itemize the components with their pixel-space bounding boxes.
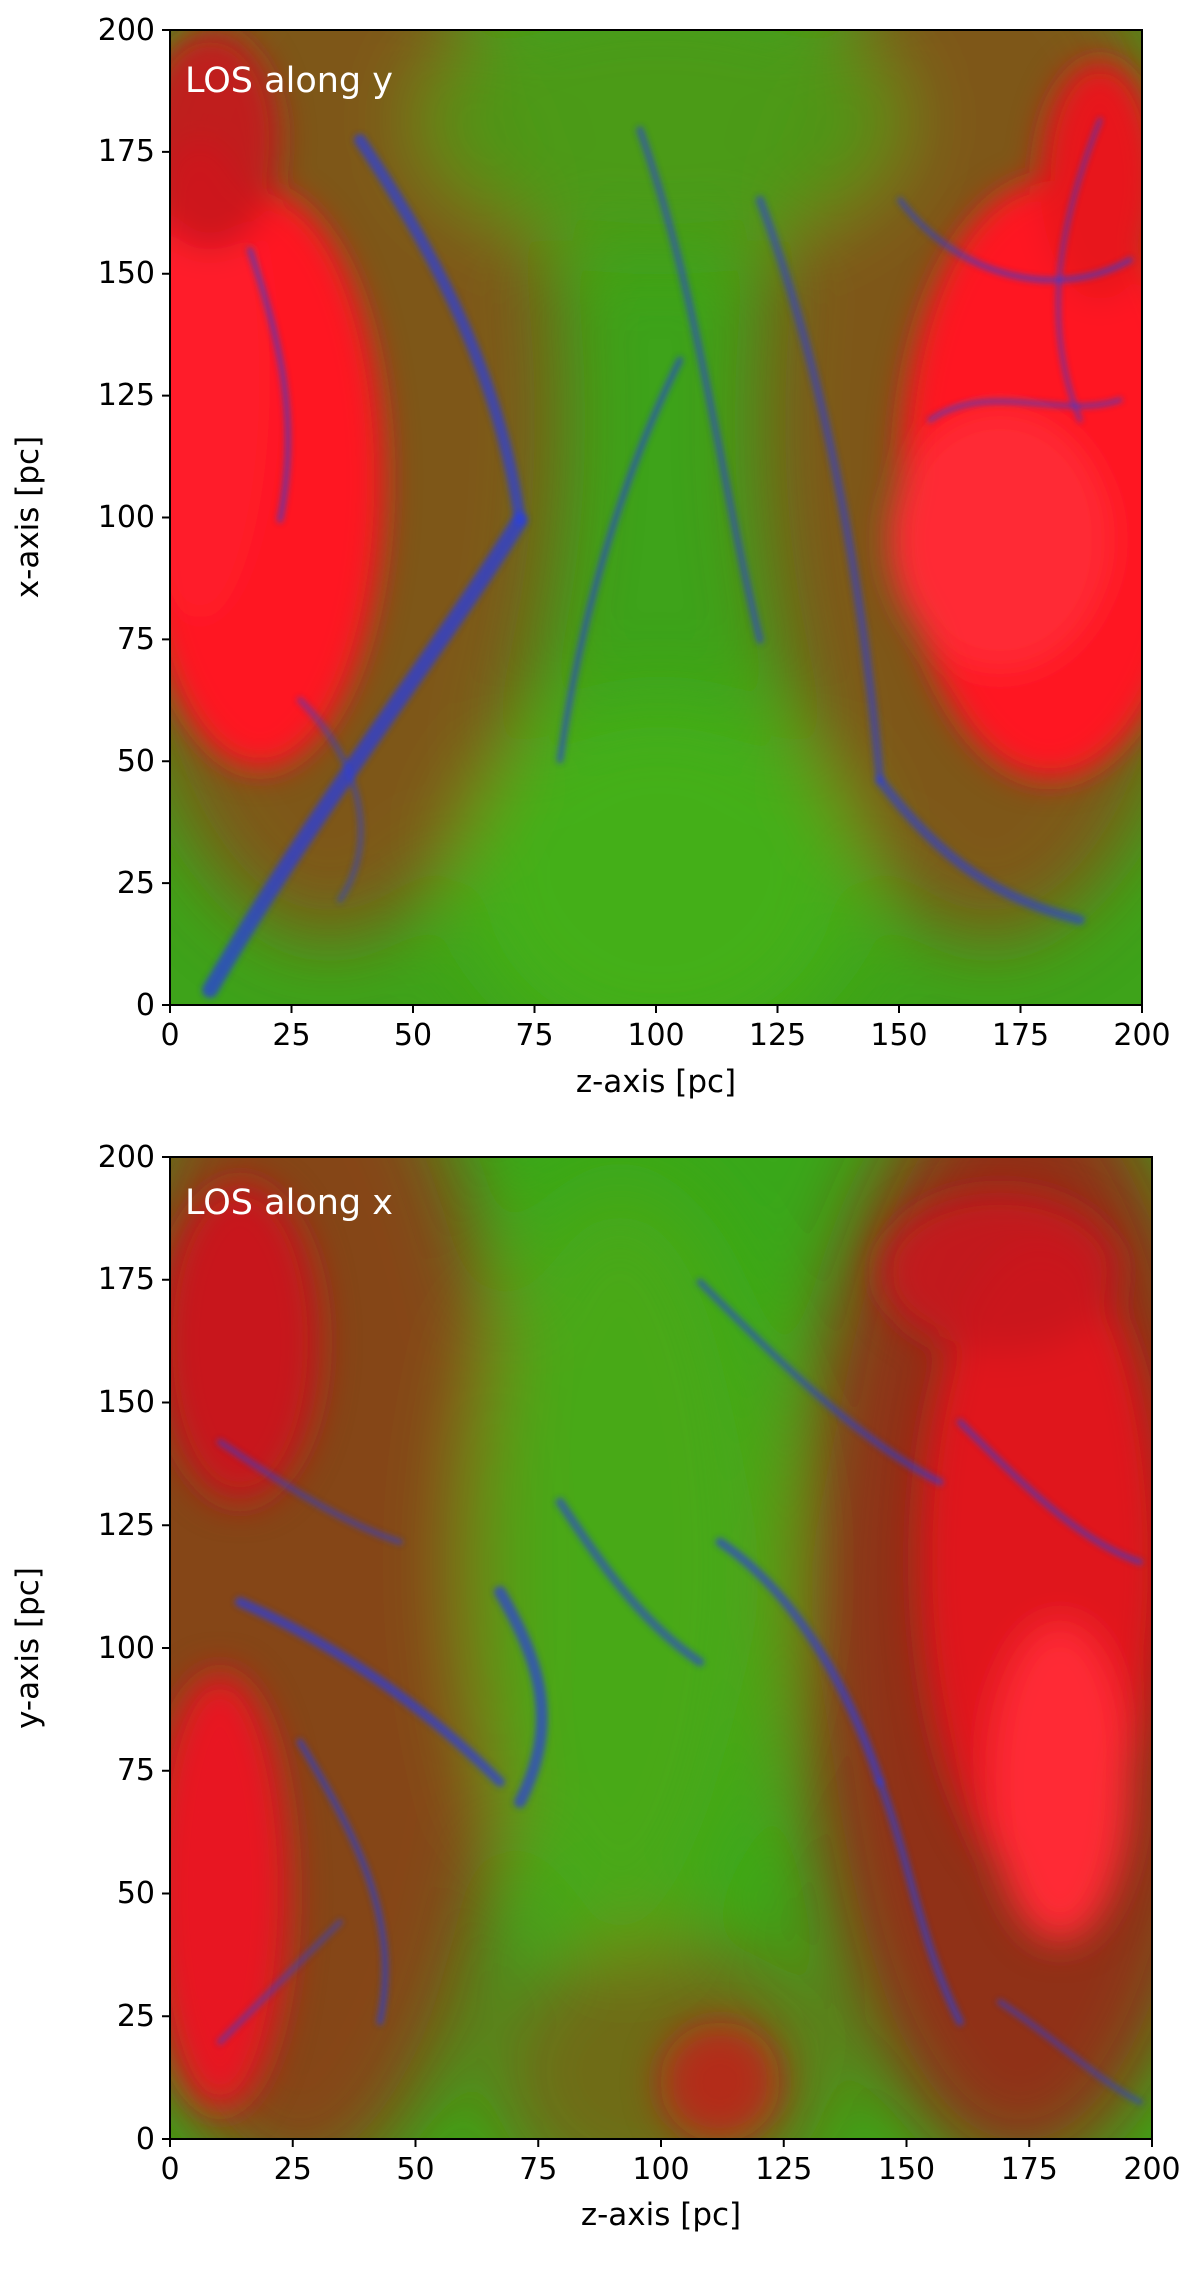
x-tick-label: 125 (755, 2152, 812, 2187)
projection-figure-los-x: 0 25 50 75 100 125 150 175 200 0 25 50 7… (10, 1142, 1181, 2233)
x-tick-label: 75 (515, 1018, 553, 1053)
y-tick-label: 100 (98, 1631, 155, 1666)
x-tick-label: 25 (272, 1018, 310, 1053)
x-tick-label: 50 (396, 2152, 434, 2187)
y-tick-label: 0 (136, 2122, 155, 2157)
y-axis-label: y-axis [pc] (10, 1567, 46, 1729)
x-tick-label: 200 (1113, 1018, 1170, 1053)
tick-marks (162, 29, 1143, 1013)
y-tick-label: 125 (98, 378, 155, 413)
y-tick-label: 75 (117, 622, 155, 657)
y-tick-label: 175 (98, 1262, 155, 1297)
x-tick-label: 175 (1001, 2152, 1058, 2187)
y-tick-label: 50 (117, 744, 155, 779)
x-tick-label: 200 (1123, 2152, 1180, 2187)
x-tick-label: 50 (394, 1018, 432, 1053)
x-tick-label: 0 (160, 1018, 179, 1053)
x-tick-label: 175 (992, 1018, 1049, 1053)
x-tick-label: 125 (749, 1018, 806, 1053)
y-tick-label: 200 (98, 1142, 155, 1175)
projection-panel-los-y: 0 25 50 75 100 125 150 175 200 0 25 50 7… (10, 13, 1171, 1100)
rgb-gas-map-los-y (170, 30, 1142, 1005)
los-label: LOS along y (185, 61, 393, 101)
y-tick-label: 25 (117, 866, 155, 901)
rgb-gas-map-los-x (170, 1157, 1152, 2139)
x-tick-label: 150 (870, 1018, 927, 1053)
y-tick-label: 175 (98, 134, 155, 169)
x-tick-label: 100 (627, 1018, 684, 1053)
x-tick-labels: 0 25 50 75 100 125 150 175 200 (160, 2152, 1180, 2187)
y-tick-label: 50 (117, 1876, 155, 1911)
projection-panel-los-x: 0 25 50 75 100 125 150 175 200 0 25 50 7… (0, 1142, 1200, 2284)
tick-marks (162, 1156, 1153, 2147)
x-tick-label: 75 (519, 2152, 557, 2187)
los-label: LOS along x (185, 1183, 393, 1223)
y-tick-labels: 0 25 50 75 100 125 150 175 200 (98, 1142, 155, 2157)
projection-figure-los-y: 0 25 50 75 100 125 150 175 200 0 25 50 7… (10, 13, 1171, 1100)
y-tick-label: 150 (98, 1385, 155, 1420)
x-tick-label: 150 (878, 2152, 935, 2187)
y-tick-label: 200 (98, 13, 155, 48)
x-tick-label: 100 (632, 2152, 689, 2187)
x-axis-label: z-axis [pc] (581, 2197, 741, 2233)
y-tick-labels: 0 25 50 75 100 125 150 175 200 (98, 13, 155, 1023)
y-tick-label: 75 (117, 1753, 155, 1788)
y-tick-label: 100 (98, 500, 155, 535)
y-axis-label: x-axis [pc] (10, 436, 46, 598)
x-tick-labels: 0 25 50 75 100 125 150 175 200 (160, 1018, 1170, 1053)
x-tick-label: 0 (160, 2152, 179, 2187)
y-tick-label: 25 (117, 1999, 155, 2034)
y-tick-label: 0 (136, 988, 155, 1023)
y-tick-label: 125 (98, 1508, 155, 1543)
x-axis-label: z-axis [pc] (576, 1064, 736, 1100)
x-tick-label: 25 (274, 2152, 312, 2187)
y-tick-label: 150 (98, 256, 155, 291)
